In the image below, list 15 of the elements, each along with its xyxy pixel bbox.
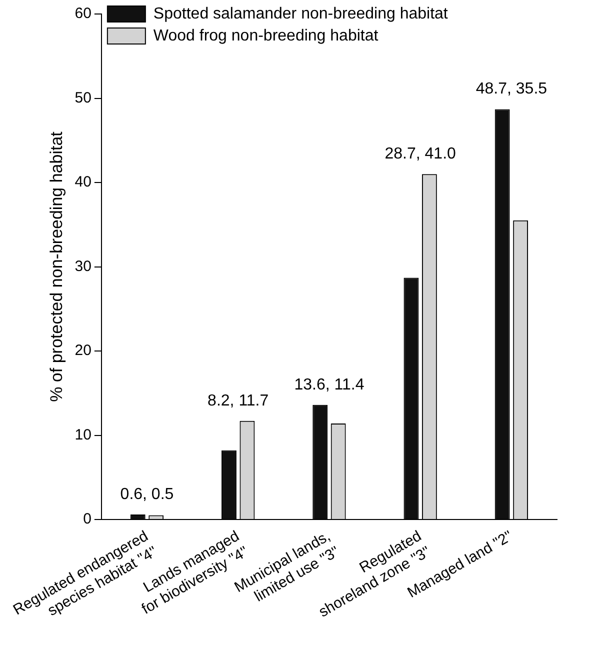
- y-tick-label: 30: [74, 258, 92, 275]
- legend-label: Wood frog non-breeding habitat: [153, 27, 379, 44]
- annotation: 28.7, 41.0: [384, 145, 456, 162]
- annotation: 0.6, 0.5: [120, 486, 174, 503]
- annotation: 8.2, 11.7: [208, 392, 269, 410]
- y-tick-label: 50: [74, 89, 92, 106]
- y-tick-label: 0: [83, 510, 92, 528]
- y-axis-title: % of protected non-breeding habitat: [47, 131, 66, 402]
- y-tick-label: 40: [74, 174, 92, 191]
- annotation: 13.6, 11.4: [294, 376, 364, 394]
- annotation: 48.7, 35.5: [476, 80, 548, 98]
- y-tick-label: 10: [74, 426, 92, 444]
- y-tick-label: 60: [74, 5, 92, 22]
- legend-label: Spotted salamander non-breeding habitat: [153, 5, 448, 22]
- y-tick-label: 20: [74, 342, 92, 360]
